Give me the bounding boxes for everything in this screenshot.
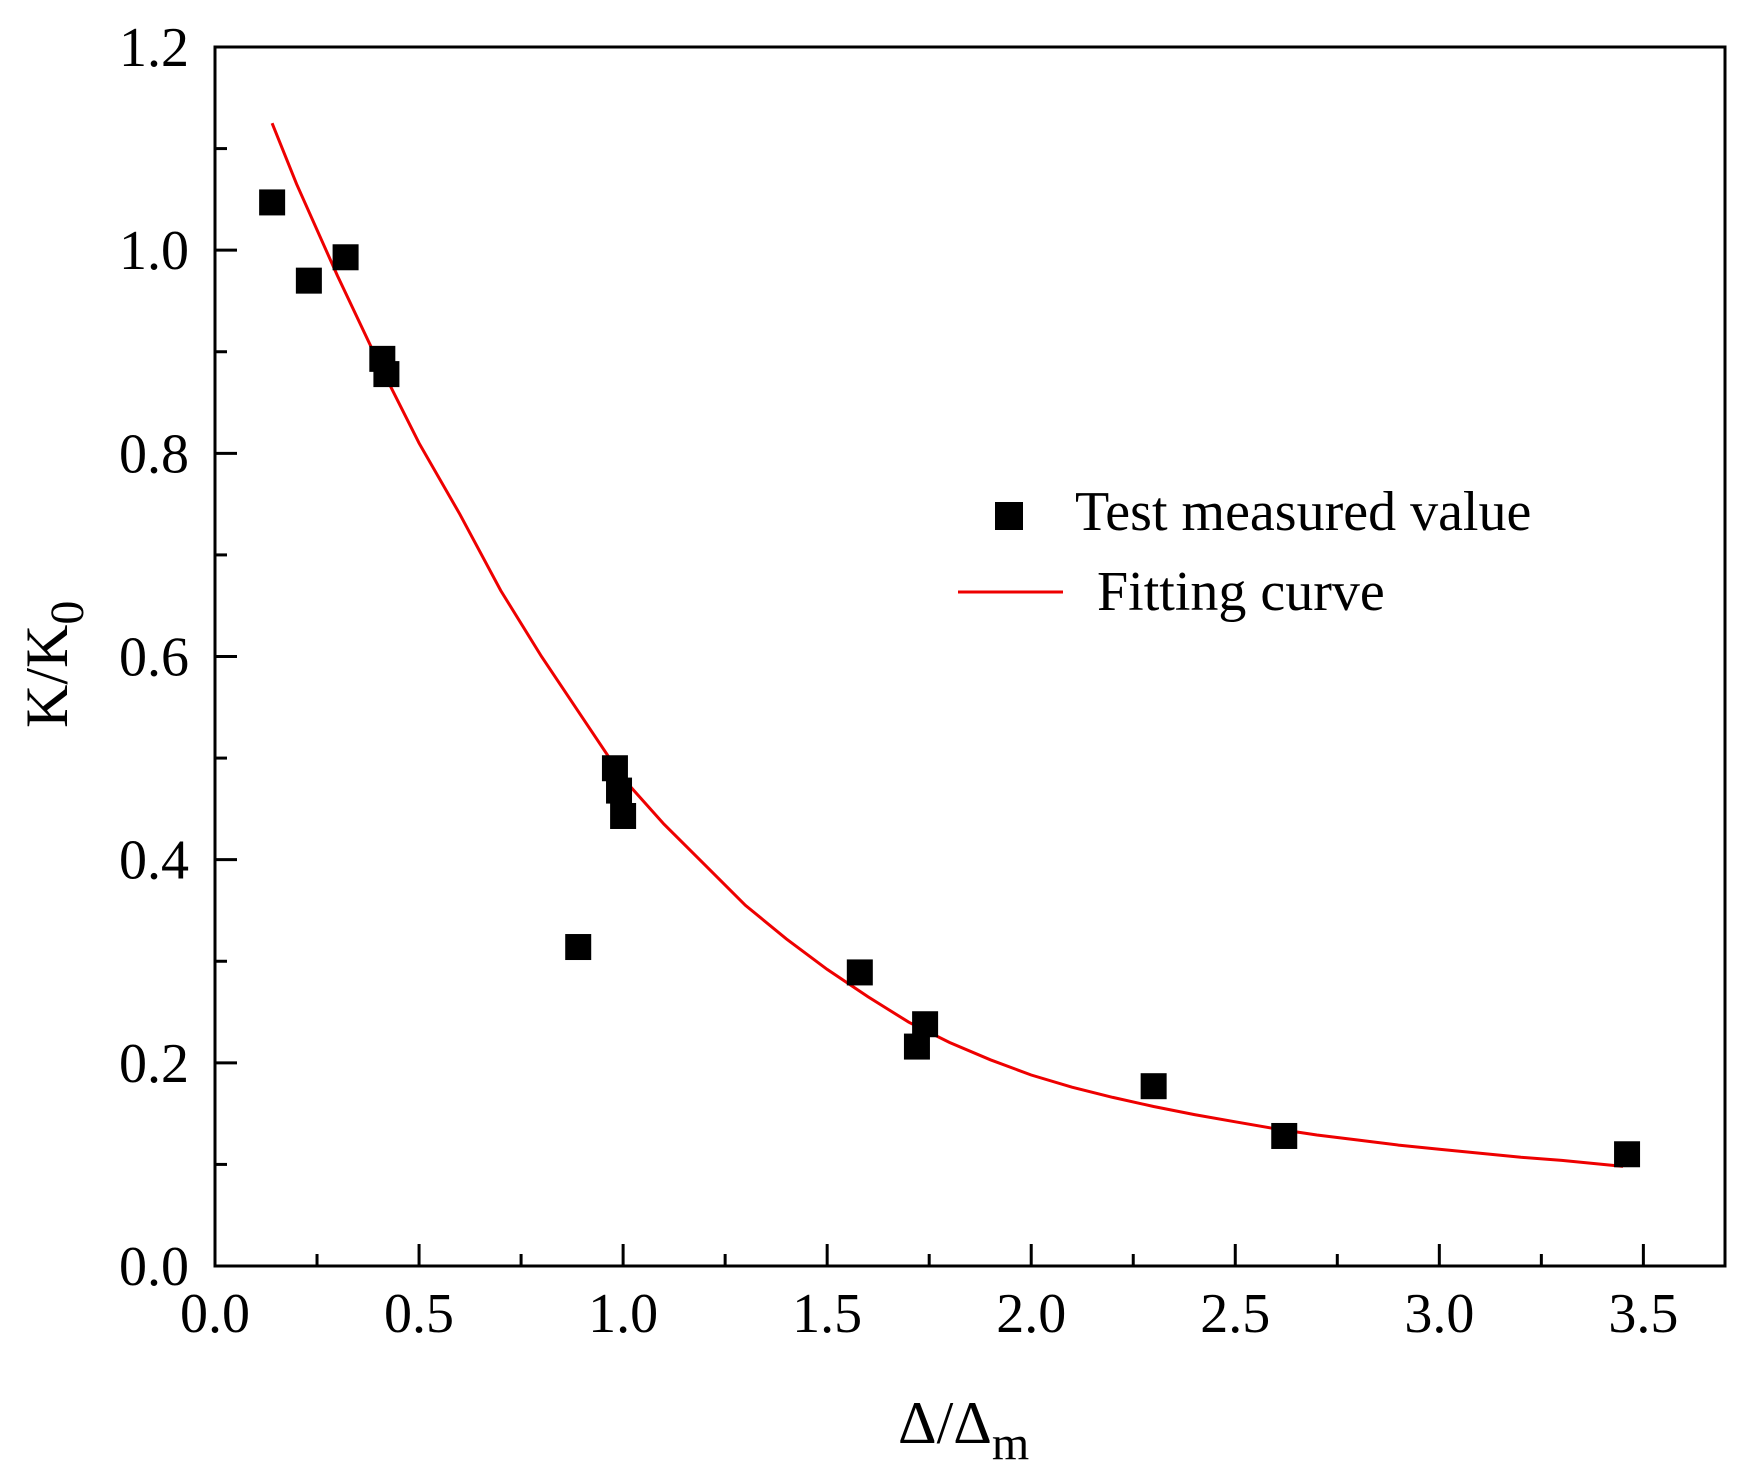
data-point [332, 244, 359, 271]
legend-label-measured: Test measured value [1075, 481, 1531, 543]
legend-marker-square [995, 502, 1023, 530]
data-point [846, 959, 873, 986]
y-tick-label: 0.6 [119, 627, 189, 689]
fitting-curve-line [270, 122, 1624, 1168]
x-tick-label: 3.0 [1404, 1283, 1474, 1345]
x-tick-label: 0.5 [384, 1283, 454, 1345]
y-tick-label: 1.2 [119, 17, 189, 79]
data-point [1140, 1073, 1167, 1100]
y-tick-label: 0.2 [119, 1033, 189, 1095]
data-point [295, 267, 322, 294]
data-point [610, 802, 637, 829]
legend-label-fitting: Fitting curve [1097, 561, 1385, 623]
x-tick-labels: 0.0 0.5 1.0 1.5 2.0 2.5 3.0 3.5 [180, 1283, 1678, 1345]
y-axis-title: K/K0 [14, 601, 94, 728]
x-tick-label: 1.5 [792, 1283, 862, 1345]
plot-series [259, 122, 1641, 1168]
y-tick-label: 0.4 [119, 830, 189, 892]
plot-frame [213, 45, 1727, 1268]
x-tick-label: 2.0 [996, 1283, 1066, 1345]
x-tick-label: 0.0 [180, 1283, 250, 1345]
data-point [606, 777, 633, 804]
data-point [601, 755, 628, 782]
data-point [373, 361, 400, 388]
y-tick-label: 0.0 [119, 1236, 189, 1298]
data-point [903, 1033, 930, 1060]
data-point [912, 1011, 939, 1038]
x-tick-label: 2.5 [1200, 1283, 1270, 1345]
x-axis-title: Δ/Δm [898, 1390, 1029, 1470]
x-tick-label: 1.0 [588, 1283, 658, 1345]
data-point [1614, 1141, 1641, 1168]
data-point [1271, 1122, 1298, 1149]
y-tick-labels: 0.0 0.2 0.4 0.6 0.8 1.0 1.2 [119, 17, 189, 1298]
y-tick-label: 0.8 [119, 423, 189, 485]
data-point [565, 934, 592, 961]
x-tick-label: 3.5 [1608, 1283, 1678, 1345]
y-tick-label: 1.0 [119, 220, 189, 282]
data-point [259, 189, 286, 216]
legend: Test measured value Fitting curve [958, 481, 1531, 623]
